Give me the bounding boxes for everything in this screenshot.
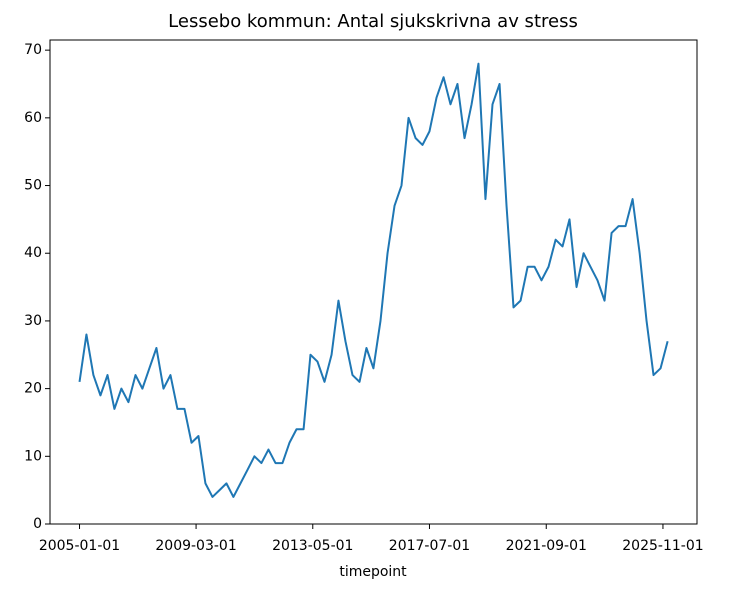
y-tick-label: 30 bbox=[24, 313, 42, 329]
x-axis-label: timepoint bbox=[339, 564, 407, 580]
plot-frame bbox=[49, 39, 698, 525]
x-tick-label: 2005-01-01 bbox=[39, 538, 120, 554]
y-tick-label: 50 bbox=[24, 178, 42, 194]
y-tick-label: 0 bbox=[33, 516, 42, 532]
y-tick-label: 40 bbox=[24, 245, 42, 261]
x-tick-label: 2017-07-01 bbox=[389, 538, 470, 554]
y-tick-label: 70 bbox=[24, 42, 42, 58]
data-line bbox=[78, 62, 669, 498]
x-tick-label: 2009-03-01 bbox=[155, 538, 236, 554]
x-tick-label: 2025-11-01 bbox=[622, 538, 703, 554]
y-tick-label: 20 bbox=[24, 381, 42, 397]
y-tick-label: 60 bbox=[24, 110, 42, 126]
x-tick-label: 2021-09-01 bbox=[506, 538, 587, 554]
chart-title: Lessebo kommun: Antal sjukskrivna av str… bbox=[168, 11, 578, 32]
y-tick-label: 10 bbox=[24, 448, 42, 464]
x-tick-label: 2013-05-01 bbox=[272, 538, 353, 554]
